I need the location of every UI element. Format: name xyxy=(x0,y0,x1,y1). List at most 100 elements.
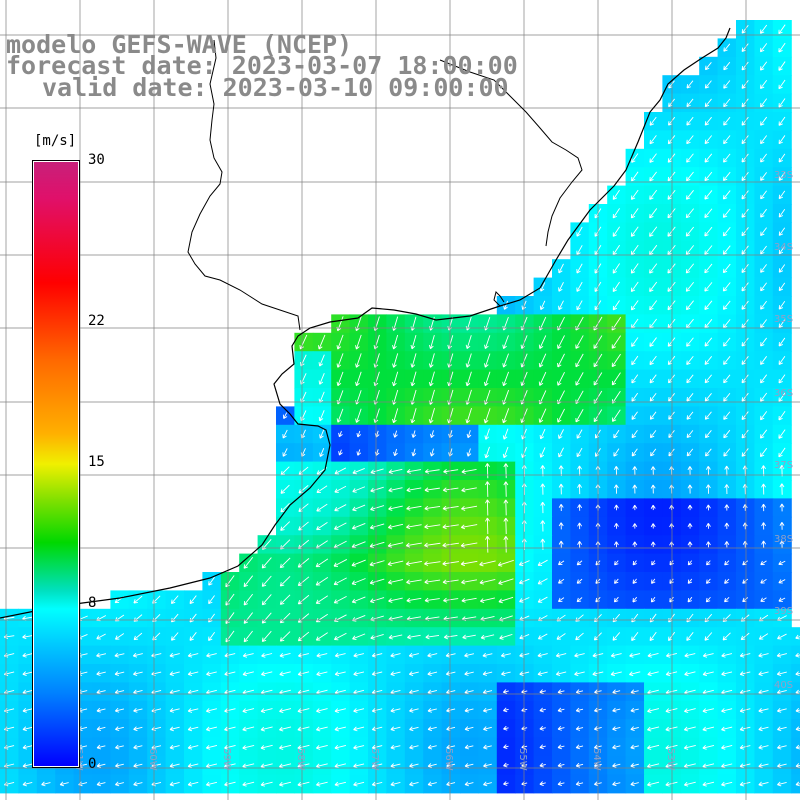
wind-arrow xyxy=(369,578,385,585)
coastline xyxy=(0,27,731,619)
longitude-label: 60W xyxy=(147,748,158,771)
wind-arrow xyxy=(338,431,343,438)
wind-arrow xyxy=(169,708,180,713)
wind-arrow xyxy=(741,374,749,384)
wind-arrow xyxy=(540,465,546,477)
wind-arrow xyxy=(632,560,638,566)
wind-arrow xyxy=(388,634,403,640)
wind-arrow xyxy=(409,744,419,750)
wind-arrow xyxy=(669,596,674,603)
wind-arrow xyxy=(537,596,548,603)
wind-arrow xyxy=(777,708,787,713)
wind-arrow xyxy=(795,726,800,732)
wind-arrow xyxy=(576,300,583,311)
title-line-2: forecast date: 2023-03-07 18:00:00 xyxy=(6,51,518,80)
wind-arrow xyxy=(427,781,437,787)
wind-arrow xyxy=(647,781,660,787)
wind-arrow xyxy=(724,541,730,548)
wind-arrow xyxy=(575,744,584,750)
wind-arrow xyxy=(503,499,509,516)
wind-arrow xyxy=(96,763,106,768)
wind-cell xyxy=(791,664,800,683)
wind-arrow xyxy=(702,726,715,732)
wind-arrow xyxy=(558,578,565,584)
wind-arrow xyxy=(741,300,749,310)
wind-arrow xyxy=(630,226,639,237)
title-line-3: valid date: 2023-03-10 09:00:00 xyxy=(42,73,509,102)
wind-arrow xyxy=(315,576,329,586)
wind-arrow xyxy=(613,541,619,548)
wind-arrow xyxy=(96,633,106,640)
wind-arrow xyxy=(575,409,584,423)
wind-arrow xyxy=(371,708,383,713)
wind-arrow xyxy=(686,632,694,641)
wind-arrow xyxy=(371,652,383,658)
wind-arrow xyxy=(722,208,731,218)
wind-arrow xyxy=(442,487,459,493)
wind-arrow xyxy=(612,744,621,750)
wind-arrow xyxy=(115,744,124,750)
wind-arrow xyxy=(760,319,767,329)
latitude-label: 33S xyxy=(774,170,793,181)
wind-arrow xyxy=(114,633,125,640)
wind-arrow xyxy=(242,744,255,750)
wind-arrow xyxy=(705,504,711,511)
wind-arrow xyxy=(613,484,619,494)
wind-arrow xyxy=(631,374,639,384)
wind-arrow xyxy=(758,708,769,713)
wind-arrow xyxy=(575,372,584,386)
wind-arrow xyxy=(558,429,564,440)
wind-arrow xyxy=(318,373,325,385)
wind-arrow xyxy=(208,576,215,586)
wind-arrow xyxy=(206,708,217,713)
latitude-labels: 33S 34S 35S 36S 37S 38S 39S 40S xyxy=(774,170,793,691)
wind-arrow xyxy=(393,430,398,438)
wind-arrow xyxy=(224,763,236,769)
wind-arrow xyxy=(723,61,731,71)
wind-arrow xyxy=(371,781,383,787)
wind-arrow xyxy=(613,448,620,457)
wind-arrow xyxy=(760,264,767,273)
wind-arrow xyxy=(612,707,621,713)
wind-arrow xyxy=(667,226,676,237)
wind-arrow xyxy=(539,707,546,713)
wind-arrow xyxy=(316,781,328,787)
wind-arrow xyxy=(22,708,33,713)
wind-arrow xyxy=(723,80,731,89)
wind-arrow xyxy=(390,744,401,750)
wind-arrow xyxy=(464,652,475,658)
wind-arrow xyxy=(96,652,107,658)
wind-arrow xyxy=(612,763,621,768)
wind-arrow xyxy=(445,652,456,658)
wind-arrow xyxy=(319,448,325,457)
wind-arrow xyxy=(704,153,713,163)
wind-arrow xyxy=(539,300,546,311)
wind-arrow xyxy=(575,707,584,713)
wind-arrow xyxy=(778,597,786,602)
latitude-label: 37S xyxy=(774,460,793,471)
wind-arrow xyxy=(410,371,417,387)
wind-arrow xyxy=(741,227,749,237)
wind-arrow xyxy=(427,652,438,658)
wind-arrow xyxy=(22,634,33,640)
wind-arrow xyxy=(705,484,711,494)
wind-arrow xyxy=(741,116,749,126)
wind-arrow xyxy=(630,244,639,256)
wind-arrow xyxy=(502,689,509,694)
wind-arrow xyxy=(519,671,530,676)
colorbar-tick-label: 22 xyxy=(88,313,105,330)
wind-arrow xyxy=(460,560,478,567)
wind-arrow xyxy=(649,392,657,402)
wind-arrow xyxy=(632,484,638,494)
wind-arrow xyxy=(353,652,364,658)
wind-arrow xyxy=(558,282,564,292)
longitude-label: 57W xyxy=(369,748,380,771)
longitude-label: 55W xyxy=(517,748,528,771)
wind-arrow xyxy=(133,671,143,676)
wind-arrow xyxy=(741,356,749,365)
wind-arrow xyxy=(260,744,273,750)
wind-arrow xyxy=(424,542,441,548)
wind-arrow xyxy=(631,429,638,439)
wind-arrow xyxy=(649,281,658,292)
